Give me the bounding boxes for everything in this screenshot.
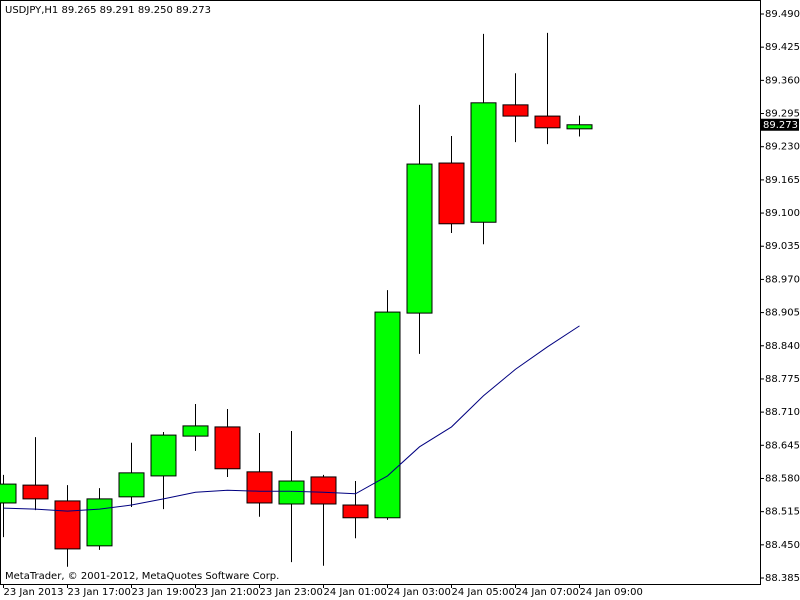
footer: MetaTrader, © 2001-2012, MetaQuotes Soft… [5, 571, 279, 582]
candle-body [118, 472, 145, 498]
candle-body [342, 504, 369, 519]
candle-body [214, 426, 241, 470]
candle-body [246, 471, 273, 504]
y-tick-label: 88.450 [765, 540, 800, 551]
x-tick-label: 24 Jan 05:00 [452, 587, 515, 598]
candle-body [470, 102, 497, 223]
x-tick-label: 23 Jan 19:00 [132, 587, 195, 598]
y-tick-label: 88.580 [765, 473, 800, 484]
y-tick-label: 89.035 [765, 241, 800, 252]
x-tick-label: 23 Jan 2013 [4, 587, 64, 598]
y-tick-label: 88.970 [765, 274, 800, 285]
y-tick-label: 88.645 [765, 440, 800, 451]
chart-title: USDJPY,H1 89.265 89.291 89.250 89.273 [5, 5, 211, 16]
candle-body [22, 484, 49, 500]
candle-body [0, 483, 17, 504]
x-tick-label: 24 Jan 03:00 [388, 587, 451, 598]
x-tick-label: 24 Jan 07:00 [516, 587, 579, 598]
candle-body [150, 434, 177, 477]
y-tick-label: 89.490 [765, 9, 800, 20]
y-tick-label: 89.165 [765, 175, 800, 186]
y-tick-label: 88.385 [765, 573, 800, 584]
candle-body [374, 311, 401, 519]
x-tick-label: 23 Jan 21:00 [196, 587, 259, 598]
y-tick-label: 89.230 [765, 142, 800, 153]
moving-average [3, 325, 580, 512]
price-label-bg [761, 118, 799, 131]
candle-body [502, 104, 529, 117]
candle-body [566, 124, 593, 130]
y-tick-label: 89.360 [765, 75, 800, 86]
plot [0, 32, 593, 567]
candle-body [438, 162, 465, 225]
candle-body [182, 425, 209, 437]
y-tick-label: 88.775 [765, 374, 800, 385]
y-tick-label: 89.295 [765, 109, 800, 120]
candle-body [86, 498, 113, 547]
y-tick-label: 88.710 [765, 407, 800, 418]
y-tick-label: 89.100 [765, 208, 800, 219]
candle-body [534, 115, 561, 129]
candle-body [278, 480, 305, 505]
x-tick-label: 23 Jan 17:00 [68, 587, 131, 598]
candle-body [406, 163, 433, 314]
y-tick-label: 88.515 [765, 507, 800, 518]
y-tick-label: 88.840 [765, 341, 800, 352]
x-tick-label: 24 Jan 01:00 [324, 587, 387, 598]
x-tick-label: 24 Jan 09:00 [580, 587, 643, 598]
y-tick-label: 88.905 [765, 308, 800, 319]
x-tick-label: 23 Jan 23:00 [260, 587, 323, 598]
y-tick-label: 89.425 [765, 42, 800, 53]
current-price-label: 89.273 [763, 120, 798, 131]
candle-body [310, 476, 337, 505]
candle-body [54, 500, 81, 550]
